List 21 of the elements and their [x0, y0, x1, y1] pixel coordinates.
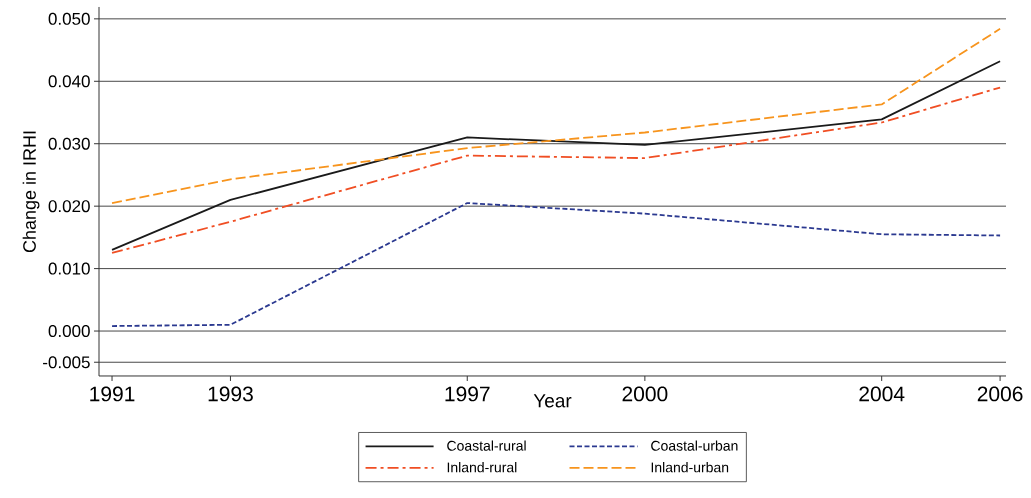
y-axis-title: Change in IRHI	[22, 131, 40, 253]
line-series	[111, 27, 1001, 204]
x-tick-label: 1993	[208, 386, 253, 402]
x-axis-title: Year	[533, 394, 572, 408]
x-tick-label: 1991	[90, 386, 135, 402]
x-tick-label: 2000	[622, 386, 668, 402]
y-tick-label: 0.030	[48, 137, 90, 150]
y-tick-label: -0.005	[43, 356, 90, 369]
y-tick-label: 0.040	[48, 75, 90, 88]
line-series	[111, 202, 1001, 327]
legend-label: Inland-urban	[651, 462, 729, 473]
legend-label: Coastal-rural	[447, 440, 526, 451]
x-tick-label: 2004	[859, 386, 905, 402]
y-tick-label: 0.010	[48, 262, 90, 275]
x-tick-label: 1997	[445, 386, 490, 402]
legend-label: Inland-rural	[447, 462, 517, 473]
legend-label: Coastal-urban	[651, 440, 738, 451]
x-tick-label: 2006	[977, 386, 1023, 402]
y-tick-label: 0.020	[48, 200, 90, 213]
y-tick-label: 0.000	[48, 325, 90, 338]
y-tick-label: 0.050	[48, 12, 90, 25]
